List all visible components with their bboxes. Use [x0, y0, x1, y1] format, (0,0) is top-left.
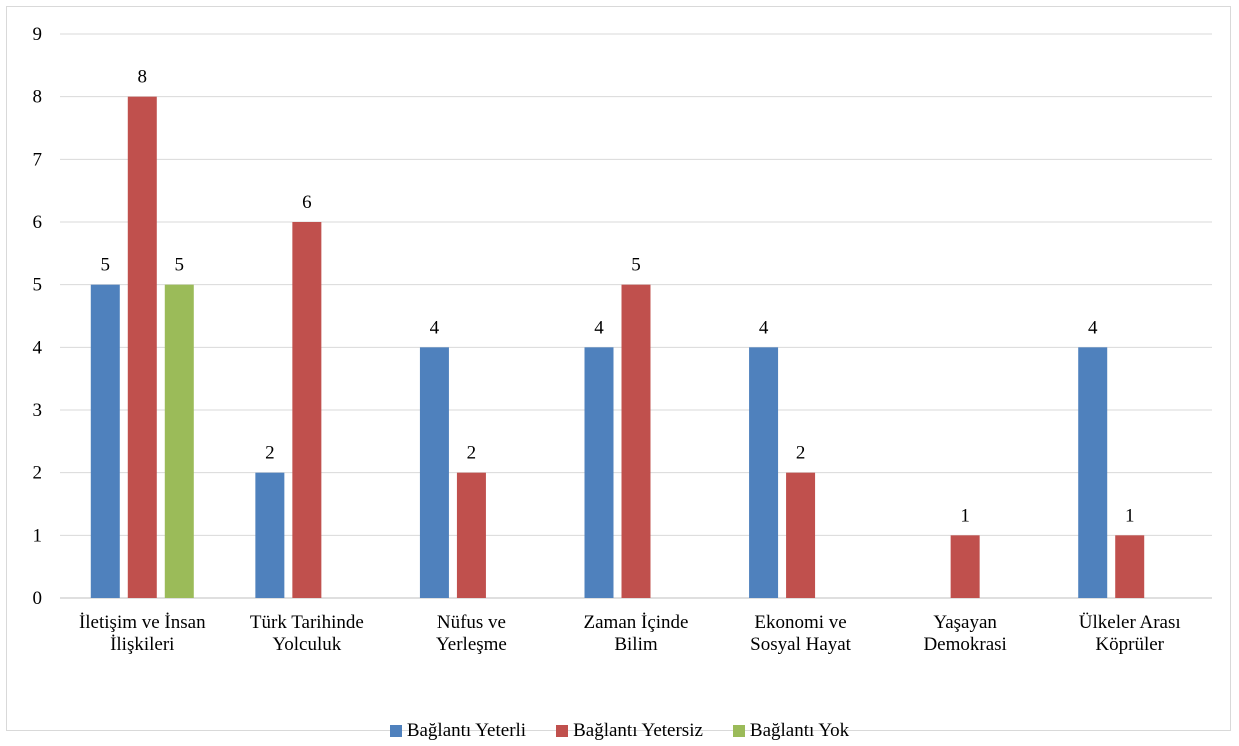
- legend-item: Bağlantı Yeterli: [389, 720, 527, 742]
- legend-label: Bağlantı Yetersiz: [573, 720, 703, 741]
- y-tick-label: 0: [33, 588, 43, 609]
- data-label: 4: [430, 317, 440, 338]
- bar: [292, 222, 322, 598]
- y-tick-label: 9: [33, 24, 43, 45]
- legend-swatch: [389, 725, 402, 737]
- bar: [1115, 535, 1145, 598]
- legend-label: Bağlantı Yeterli: [406, 720, 527, 741]
- bar: [749, 347, 779, 598]
- bars: [90, 96, 1145, 599]
- chart-frame: [6, 6, 1231, 731]
- x-tick-label: Nüfus ve Yerleşme: [436, 612, 507, 655]
- bar: [456, 472, 486, 598]
- x-tick-label: İletişim ve İnsan İlişkileri: [79, 612, 206, 655]
- data-label: 4: [759, 317, 769, 338]
- legend-item: Bağlantı Yetersiz: [556, 720, 703, 742]
- x-tick-label: Yaşayan Demokrasi: [923, 612, 1006, 655]
- bar: [621, 284, 651, 598]
- data-labels: 5 8 5 2 6 4 2 4 5 4 2 1 4 1: [101, 67, 1135, 527]
- y-tick-label: 5: [33, 275, 43, 296]
- bar: [90, 284, 120, 598]
- bar: [127, 96, 157, 599]
- data-label: 5: [101, 255, 111, 276]
- x-tick-label: Zaman İçinde Bilim: [584, 612, 689, 655]
- y-axis-tick-labels: 0 1 2 3 4 5 6 7 8 9: [33, 24, 43, 609]
- data-label: 1: [960, 505, 970, 526]
- bar: [584, 347, 614, 598]
- bar: [950, 535, 980, 598]
- x-tick-label: Ülkeler Arası Köprüler: [1079, 612, 1181, 655]
- x-axis-tick-labels: İletişim ve İnsan İlişkileri Türk Tarihind…: [79, 612, 1181, 655]
- bar: [255, 472, 285, 598]
- y-tick-label: 6: [33, 212, 43, 233]
- y-tick-label: 4: [33, 337, 43, 358]
- data-label: 4: [1088, 317, 1098, 338]
- data-label: 1: [1125, 505, 1135, 526]
- bar: [419, 347, 449, 598]
- x-tick-label: Ekonomi ve Sosyal Hayat: [750, 612, 852, 655]
- legend-label: Bağlantı Yok: [749, 720, 850, 741]
- y-tick-label: 8: [33, 87, 43, 108]
- data-label: 2: [796, 443, 806, 464]
- y-tick-label: 2: [33, 463, 43, 484]
- data-label: 5: [175, 255, 185, 276]
- data-label: 6: [302, 192, 312, 213]
- legend: Bağlantı Yeterli Bağlantı Yetersiz Bağlant…: [0, 716, 1239, 746]
- bar: [164, 284, 194, 598]
- bar: [1078, 347, 1108, 598]
- data-label: 8: [138, 67, 148, 88]
- y-tick-label: 7: [33, 149, 43, 170]
- legend-swatch: [556, 725, 569, 737]
- legend-item: Bağlantı Yok: [732, 720, 850, 742]
- x-tick-label: Türk Tarihinde Yolculuk: [250, 612, 364, 655]
- bar: [786, 472, 816, 598]
- data-label: 2: [467, 443, 477, 464]
- y-tick-label: 1: [33, 525, 43, 546]
- data-label: 4: [594, 317, 604, 338]
- y-tick-label: 3: [33, 400, 43, 421]
- gridlines: [60, 33, 1212, 599]
- data-label: 2: [265, 443, 275, 464]
- legend-swatch: [732, 725, 745, 737]
- data-label: 5: [631, 255, 641, 276]
